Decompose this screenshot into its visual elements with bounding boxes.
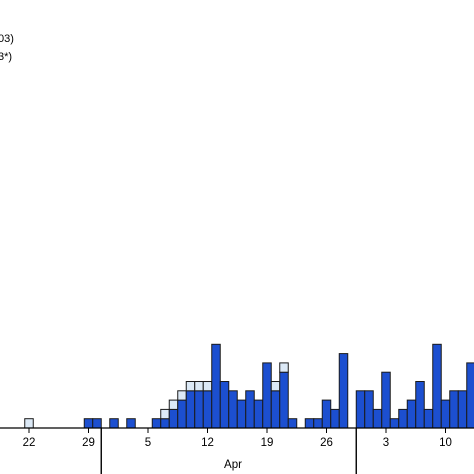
bar-confirmed-day-37: [151, 418, 162, 429]
bar-probable-day-42: [194, 381, 204, 392]
bar-probable-day-38: [160, 408, 170, 420]
bar-confirmed-day-44: [211, 343, 221, 429]
bar-confirmed-day-64: [381, 371, 391, 429]
bar-confirmed-day-51: [270, 390, 281, 429]
bar-confirmed-day-61: [355, 390, 366, 429]
x-tick-label-7: 10: [439, 437, 452, 449]
bar-probable-day-39: [168, 399, 179, 410]
x-tick-label-5: 26: [320, 437, 333, 449]
bar-probable-day-40: [177, 390, 187, 401]
bar-probable-day-43: [202, 381, 213, 392]
bar-confirmed-day-71: [440, 399, 451, 429]
bar-confirmed-day-55: [304, 418, 315, 429]
x-tick-label-1: 29: [82, 437, 95, 449]
bar-confirmed-day-38: [160, 418, 170, 429]
x-tick-label-4: 19: [261, 437, 274, 449]
bar-confirmed-day-46: [228, 390, 238, 429]
bar-probable-day-41: [185, 381, 196, 392]
bar-confirmed-day-72: [449, 390, 459, 429]
bar-confirmed-day-39: [168, 408, 179, 429]
bar-confirmed-day-74: [466, 362, 474, 429]
bar-confirmed-day-66: [398, 408, 408, 429]
legend-entry-2: 3*): [0, 51, 13, 63]
bar-confirmed-day-40: [177, 399, 187, 429]
bar-confirmed-day-62: [364, 390, 374, 429]
bar-confirmed-day-29: [83, 418, 94, 429]
bar-probable-day-51: [270, 381, 281, 392]
bar-confirmed-day-53: [287, 418, 298, 429]
bar-confirmed-day-59: [338, 353, 349, 429]
bar-confirmed-day-63: [372, 408, 383, 429]
bar-confirmed-day-43: [202, 390, 213, 429]
bar-confirmed-day-32: [109, 418, 119, 429]
bar-confirmed-day-45: [219, 381, 230, 429]
legend-entry-1: 03): [0, 33, 14, 45]
bar-confirmed-day-57: [321, 399, 332, 429]
bar-confirmed-day-30: [92, 418, 102, 429]
bar-confirmed-day-65: [389, 418, 400, 429]
bar-confirmed-day-52: [279, 371, 289, 429]
bar-confirmed-day-73: [457, 390, 468, 429]
bar-probable-day-22: [24, 418, 34, 429]
bar-confirmed-day-69: [423, 408, 434, 429]
bar-confirmed-day-68: [415, 381, 425, 429]
bars-group: [24, 343, 474, 429]
x-tick-label-2: 5: [145, 437, 151, 449]
bar-confirmed-day-50: [262, 362, 272, 429]
bar-confirmed-day-42: [194, 390, 204, 429]
x-axis: 22 29 5 12 19 26 3 10 Apr: [0, 427, 474, 474]
x-tick-label-3: 12: [201, 437, 214, 449]
bar-probable-day-52: [279, 362, 289, 373]
bar-confirmed-day-56: [313, 418, 323, 429]
bar-confirmed-day-49: [253, 399, 264, 429]
bar-confirmed-day-58: [330, 408, 340, 429]
month-label-0: Apr: [224, 459, 242, 471]
bar-confirmed-day-67: [406, 399, 417, 429]
x-tick-label-6: 3: [383, 437, 389, 449]
bar-confirmed-day-48: [245, 390, 255, 429]
bar-confirmed-day-70: [432, 343, 442, 429]
bar-confirmed-day-34: [126, 418, 136, 429]
bar-confirmed-day-41: [185, 390, 196, 429]
bar-confirmed-day-47: [236, 399, 247, 429]
x-tick-label-0: 22: [23, 437, 36, 449]
